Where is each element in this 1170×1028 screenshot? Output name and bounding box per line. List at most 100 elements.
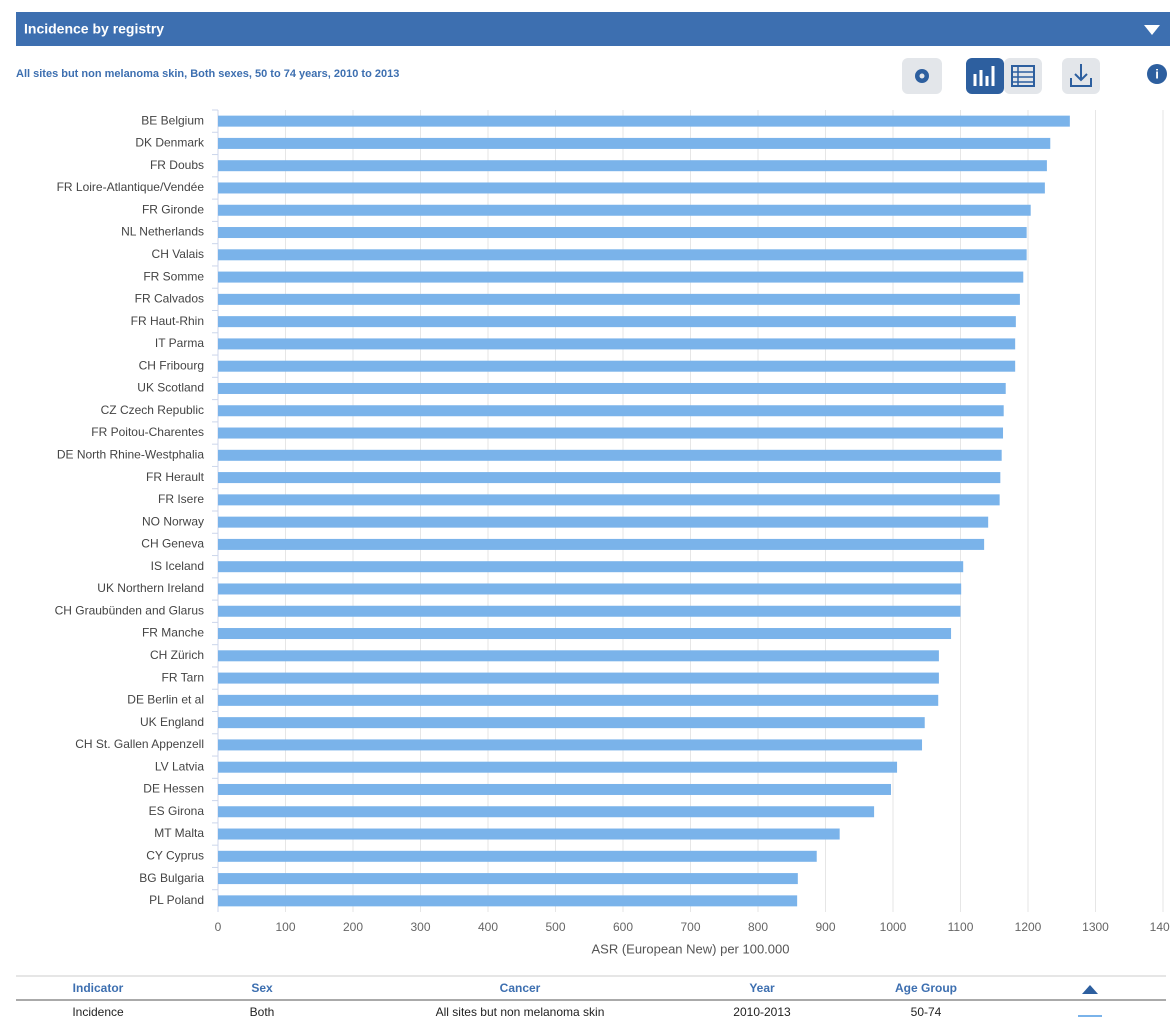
collapse-toggle[interactable]: [1144, 25, 1160, 35]
sort-toggle[interactable]: [1082, 985, 1098, 994]
y-tick-label: DE Berlin et al: [127, 693, 204, 707]
x-tick-label: 1100: [948, 920, 974, 934]
bar: [218, 382, 1006, 394]
bar: [218, 227, 1027, 239]
bar: [218, 271, 1024, 283]
header-title: Incidence by registry: [24, 21, 164, 37]
bar: [218, 494, 1000, 506]
table-header-cell: Age Group: [895, 981, 957, 995]
bar: [218, 806, 875, 818]
bar: [218, 672, 939, 684]
x-tick-label: 900: [815, 920, 835, 934]
y-tick-label: BE Belgium: [141, 113, 204, 127]
bar: [218, 561, 964, 573]
bar: [218, 316, 1016, 328]
y-tick-label: UK Scotland: [137, 381, 204, 395]
bar: [218, 115, 1070, 127]
y-tick-label: CY Cyprus: [146, 848, 204, 862]
y-tick-label: FR Somme: [143, 269, 204, 283]
y-tick-label: DE North Rhine-Westphalia: [57, 447, 205, 461]
y-tick-label: PL Poland: [149, 893, 204, 907]
settings-button[interactable]: [902, 58, 942, 94]
bar: [218, 895, 798, 907]
subtitle: All sites but non melanoma skin, Both se…: [16, 68, 399, 80]
y-tick-label: BG Bulgaria: [139, 871, 204, 885]
chart-view-button[interactable]: [966, 58, 1004, 94]
y-tick-label: CH Geneva: [141, 537, 204, 551]
y-tick-label: UK Northern Ireland: [97, 581, 204, 595]
bar: [218, 137, 1051, 149]
table-view-button[interactable]: [1004, 58, 1042, 94]
x-tick-label: 1300: [1082, 920, 1109, 934]
bar: [218, 516, 989, 528]
y-tick-label: FR Tarn: [162, 670, 204, 684]
x-tick-label: 600: [613, 920, 633, 934]
x-tick-label: 1200: [1015, 920, 1042, 934]
x-tick-label: 800: [748, 920, 768, 934]
y-tick-label: FR Gironde: [142, 202, 204, 216]
table-header-cell: Year: [749, 981, 775, 995]
y-tick-label: FR Herault: [146, 470, 205, 484]
y-tick-label: FR Loire-Atlantique/Vendée: [57, 180, 205, 194]
bar: [218, 828, 840, 840]
info-button[interactable]: i: [1147, 64, 1167, 84]
bar: [218, 605, 961, 617]
bar: [218, 472, 1001, 484]
x-tick-label: 500: [545, 920, 565, 934]
bar: [218, 850, 817, 862]
table-cell: All sites but non melanoma skin: [436, 1005, 605, 1019]
bar: [218, 427, 1004, 439]
bar: [218, 360, 1016, 372]
y-tick-label: FR Isere: [158, 492, 204, 506]
y-tick-label: NO Norway: [142, 514, 204, 528]
bar: [218, 204, 1031, 216]
bar: [218, 650, 939, 662]
y-tick-label: FR Poitou-Charentes: [91, 425, 204, 439]
y-tick-label: NL Netherlands: [121, 225, 204, 239]
header-bar: [16, 12, 1170, 46]
x-axis-label: ASR (European New) per 100.000: [591, 941, 789, 956]
y-tick-label: ES Girona: [149, 804, 205, 818]
bar: [218, 694, 939, 706]
x-tick-label: 200: [343, 920, 363, 934]
bar: [218, 761, 898, 773]
table-cell: 50-74: [911, 1005, 942, 1019]
x-tick-label: 1000: [880, 920, 907, 934]
x-tick-label: 100: [275, 920, 295, 934]
bar: [218, 160, 1047, 172]
y-tick-label: FR Manche: [142, 626, 204, 640]
table-header-cell: Cancer: [500, 981, 541, 995]
table-cell: Incidence: [72, 1005, 124, 1019]
bar: [218, 182, 1045, 194]
bar: [218, 583, 962, 595]
y-tick-label: FR Haut-Rhin: [131, 314, 204, 328]
y-tick-label: CZ Czech Republic: [101, 403, 204, 417]
y-tick-label: IS Iceland: [151, 559, 204, 573]
y-tick-label: CH Fribourg: [139, 358, 204, 372]
bar: [218, 405, 1004, 417]
bar: [218, 628, 952, 640]
bar: [218, 249, 1027, 261]
bar: [218, 739, 923, 751]
bar: [218, 717, 925, 729]
y-tick-label: IT Parma: [155, 336, 204, 350]
x-tick-label: 300: [410, 920, 430, 934]
bar: [218, 293, 1020, 305]
y-tick-label: DK Denmark: [135, 136, 205, 150]
y-tick-label: CH Valais: [152, 247, 204, 261]
download-button[interactable]: [1062, 58, 1100, 94]
y-tick-label: DE Hessen: [143, 782, 204, 796]
bar: [218, 538, 985, 550]
y-tick-label: CH St. Gallen Appenzell: [75, 737, 204, 751]
bar: [218, 338, 1016, 350]
y-tick-label: MT Malta: [154, 826, 204, 840]
bar: [218, 873, 798, 885]
table-header-cell: Indicator: [73, 981, 124, 995]
bar: [218, 783, 891, 795]
x-tick-label: 0: [215, 920, 222, 934]
x-tick-label: 400: [478, 920, 498, 934]
x-tick-label: 700: [680, 920, 700, 934]
y-tick-label: FR Calvados: [135, 292, 204, 306]
x-tick-label: 1400: [1150, 920, 1170, 934]
